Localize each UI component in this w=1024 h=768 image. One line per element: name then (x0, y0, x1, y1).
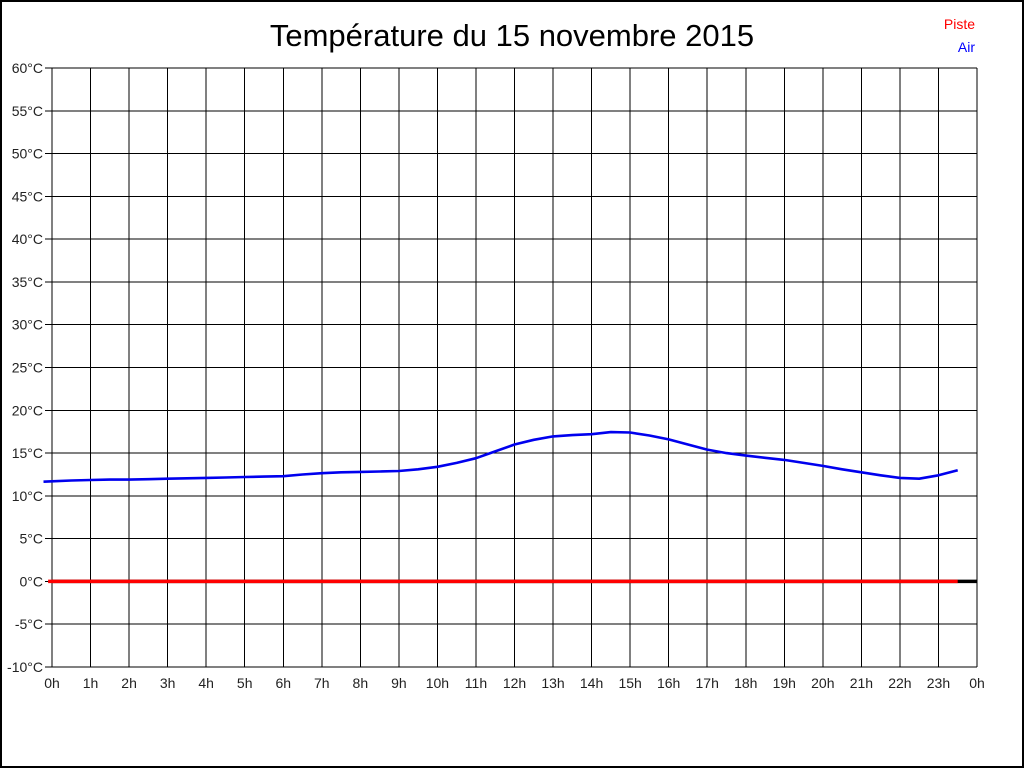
x-tick-label: 3h (160, 675, 176, 691)
y-tick-label: 35°C (12, 274, 43, 290)
x-tick-label: 18h (734, 675, 757, 691)
legend-item-air: Air (957, 39, 975, 55)
x-tick-label: 16h (657, 675, 680, 691)
x-axis-labels: 0h 1h 2h 3h 4h 5h 6h 7h 8h 9h 10h 11h 12h 13h 14h 15h 16… (44, 675, 985, 691)
y-tick-label: 45°C (12, 188, 43, 204)
x-tick-label: 13h (541, 675, 564, 691)
y-tick-label: 20°C (12, 402, 43, 418)
x-tick-label: 2h (121, 675, 137, 691)
x-tick-label: 5h (237, 675, 253, 691)
x-tick-label: 0h (969, 675, 985, 691)
y-tick-label: 10°C (12, 488, 43, 504)
x-tick-label: 12h (503, 675, 526, 691)
x-tick-label: 14h (580, 675, 603, 691)
x-tick-label: 15h (618, 675, 641, 691)
y-tick-label: 50°C (12, 146, 43, 162)
x-tick-label: 1h (83, 675, 99, 691)
chart-title: Température du 15 novembre 2015 (269, 18, 755, 53)
y-tick-label: 30°C (12, 317, 43, 333)
x-tick-label: 6h (275, 675, 291, 691)
y-tick-label: 40°C (12, 231, 43, 247)
x-tick-label: 19h (773, 675, 796, 691)
x-tick-label: 0h (44, 675, 60, 691)
y-axis-labels: -10°C -5°C 0°C 5°C 10°C 15°C 20°C 25°C 30°C 35°C 4… (7, 60, 43, 675)
x-tick-label: 9h (391, 675, 407, 691)
y-tick-label: -10°C (7, 659, 43, 675)
x-tick-label: 23h (927, 675, 950, 691)
x-tick-label: 20h (811, 675, 834, 691)
x-tick-label: 7h (314, 675, 330, 691)
x-tick-label: 11h (465, 675, 487, 691)
x-tick-label: 8h (353, 675, 369, 691)
x-tick-label: 22h (888, 675, 911, 691)
legend-item-piste: Piste (943, 16, 975, 32)
x-tick-label: 4h (198, 675, 214, 691)
legend: Piste Air (944, 13, 975, 59)
y-tick-label: 60°C (12, 60, 43, 76)
y-tick-label: -5°C (15, 616, 43, 632)
y-tick-label: 25°C (12, 360, 43, 376)
x-tick-label: 21h (850, 675, 873, 691)
x-tick-label: 10h (426, 675, 449, 691)
air-line (43, 430, 959, 483)
x-tick-label: 17h (696, 675, 719, 691)
y-tick-label: 55°C (12, 103, 43, 119)
y-tick-label: 15°C (12, 445, 43, 461)
y-tick-label: 5°C (20, 531, 44, 547)
grid (45, 67, 978, 668)
y-tick-label: 0°C (20, 573, 44, 589)
